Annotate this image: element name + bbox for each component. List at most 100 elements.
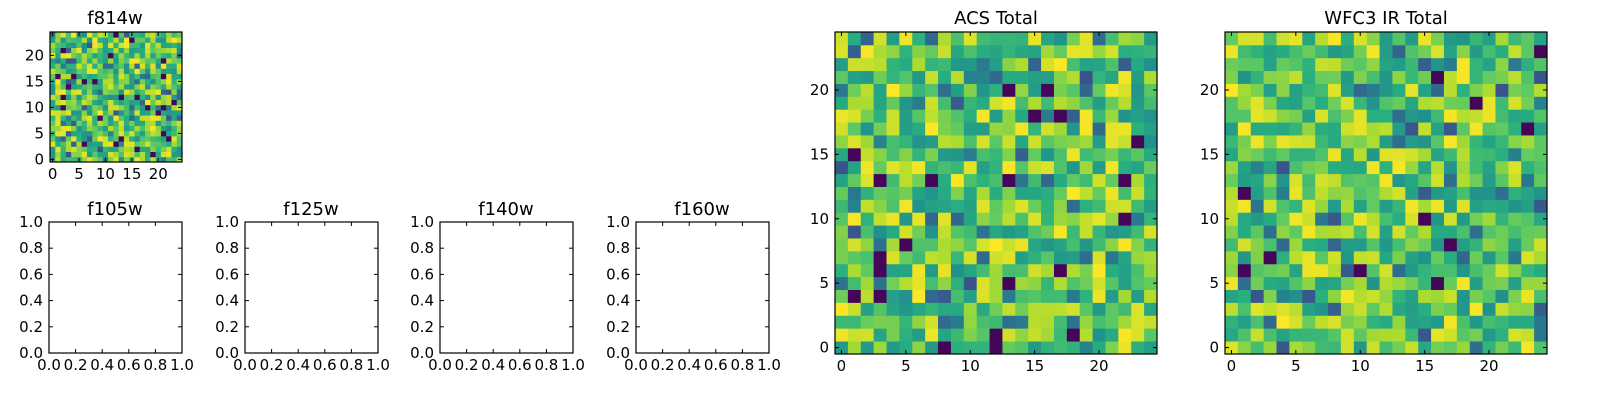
wfc3-ir-total-cell bbox=[1225, 109, 1239, 123]
acs-total-cell bbox=[1105, 44, 1119, 59]
wfc3-ir-total-cell bbox=[1225, 173, 1239, 187]
wfc3-ir-total-cell bbox=[1469, 289, 1483, 303]
f814w-cell bbox=[155, 151, 162, 158]
f814w-cell bbox=[129, 141, 135, 147]
wfc3-ir-total-cell bbox=[1379, 263, 1393, 278]
acs-total-cell bbox=[860, 276, 875, 290]
f814w-cell bbox=[97, 63, 104, 69]
acs-total-cell bbox=[950, 186, 965, 200]
f814w-cell bbox=[102, 125, 109, 132]
acs-total-cell bbox=[835, 57, 849, 72]
wfc3-ir-total-cell bbox=[1392, 199, 1406, 213]
f814w-cell bbox=[160, 130, 167, 137]
f814w-cell bbox=[145, 58, 151, 64]
f105w-x-tick-0-6: 0.6 bbox=[117, 356, 141, 374]
acs-total-cell bbox=[835, 289, 849, 303]
wfc3-ir-total-cell bbox=[1250, 328, 1265, 342]
acs-total-cell bbox=[1131, 32, 1145, 46]
f814w-cell bbox=[113, 52, 120, 59]
f814w-cell bbox=[92, 120, 98, 126]
f814w-cell bbox=[155, 37, 162, 43]
wfc3-ir-total-cell bbox=[1521, 276, 1535, 290]
f814w-cell bbox=[150, 78, 156, 85]
f814w-cell bbox=[92, 146, 98, 152]
f814w-cell bbox=[76, 42, 83, 48]
wfc3-ir-total-x-tick-20: 20 bbox=[1479, 357, 1498, 375]
f814w-cell bbox=[160, 141, 167, 147]
wfc3-ir-total-cell bbox=[1276, 57, 1290, 72]
acs-total-cell bbox=[1053, 32, 1068, 46]
f814w-y-tick-15: 15 bbox=[25, 72, 44, 90]
wfc3-ir-total-cell bbox=[1250, 70, 1265, 84]
acs-total-cell bbox=[912, 276, 926, 290]
f814w-cell bbox=[123, 73, 130, 80]
acs-total-cell bbox=[976, 109, 990, 123]
acs-total-cell bbox=[938, 212, 952, 226]
f814w-cell bbox=[92, 84, 98, 90]
f814w-cell bbox=[60, 42, 67, 48]
acs-total-cell bbox=[1092, 341, 1106, 355]
wfc3-ir-total-cell bbox=[1482, 289, 1496, 303]
f105w-title: f105w bbox=[87, 199, 142, 220]
wfc3-ir-total-cell bbox=[1495, 147, 1509, 162]
acs-total-cell bbox=[1041, 160, 1055, 175]
f814w-cell bbox=[139, 130, 146, 137]
acs-total-cell bbox=[873, 83, 887, 97]
f814w-cell bbox=[55, 84, 61, 90]
f814w-cell bbox=[166, 99, 172, 106]
acs-total-cell bbox=[1066, 147, 1081, 162]
f814w-x-tick-0: 0 bbox=[48, 165, 58, 183]
acs-total-cell bbox=[1118, 238, 1132, 252]
acs-total-cell bbox=[873, 186, 887, 200]
f814w-cell bbox=[145, 110, 151, 116]
wfc3-ir-total-cell bbox=[1289, 96, 1303, 110]
acs-total-cell bbox=[1144, 186, 1158, 200]
acs-total-cell bbox=[1053, 70, 1068, 84]
f814w-cell bbox=[145, 146, 151, 152]
acs-total-cell bbox=[1131, 70, 1145, 84]
wfc3-ir-total-cell bbox=[1456, 199, 1471, 213]
acs-total-cell bbox=[1144, 135, 1158, 149]
wfc3-ir-total-cell bbox=[1340, 109, 1355, 123]
f814w-cell bbox=[145, 99, 151, 106]
wfc3-ir-total-cell bbox=[1495, 225, 1509, 239]
acs-total-cell bbox=[1002, 212, 1016, 226]
acs-total-cell bbox=[989, 302, 1003, 316]
wfc3-ir-total-cell bbox=[1508, 173, 1522, 187]
wfc3-ir-total-cell bbox=[1482, 32, 1496, 46]
f814w-cell bbox=[50, 42, 56, 48]
f814w-cell bbox=[76, 58, 83, 64]
acs-total-cell bbox=[950, 341, 965, 355]
wfc3-ir-total-cell bbox=[1508, 44, 1522, 59]
subplot-f105w: f105w 0.0 0.2 0.4 0.6 0.8 1.00.00.20.40.60.81… bbox=[19, 199, 194, 374]
f814w-cell bbox=[108, 32, 114, 38]
acs-total-cell bbox=[1079, 238, 1093, 252]
acs-total-cell bbox=[1144, 250, 1158, 265]
f125w-frame bbox=[244, 221, 379, 354]
wfc3-ir-total-cell bbox=[1263, 70, 1277, 84]
f814w-cell bbox=[139, 73, 146, 80]
wfc3-ir-total-cell bbox=[1418, 199, 1432, 213]
f814w-cell bbox=[55, 89, 61, 95]
acs-total-cell bbox=[1092, 160, 1106, 175]
wfc3-ir-total-cell bbox=[1534, 328, 1548, 342]
wfc3-ir-total-cell bbox=[1431, 212, 1445, 226]
acs-total-cell bbox=[899, 173, 913, 187]
acs-total-cell bbox=[1092, 250, 1106, 265]
acs-total-cell bbox=[1079, 186, 1093, 200]
wfc3-ir-total-cell bbox=[1276, 122, 1290, 136]
wfc3-ir-total-cell bbox=[1508, 109, 1522, 123]
wfc3-ir-total-cell bbox=[1289, 328, 1303, 342]
wfc3-ir-total-cell bbox=[1340, 173, 1355, 187]
f814w-cell bbox=[86, 78, 93, 85]
f814w-cell bbox=[113, 78, 120, 85]
acs-total-cell bbox=[1015, 302, 1029, 316]
acs-total-cell bbox=[1015, 109, 1029, 123]
wfc3-ir-total-cell bbox=[1495, 160, 1509, 175]
wfc3-ir-total-heatmap bbox=[1225, 32, 1548, 355]
wfc3-ir-total-cell bbox=[1225, 250, 1239, 265]
acs-total-cell bbox=[912, 83, 926, 97]
f814w-cell bbox=[92, 32, 98, 38]
wfc3-ir-total-cell bbox=[1418, 263, 1432, 278]
